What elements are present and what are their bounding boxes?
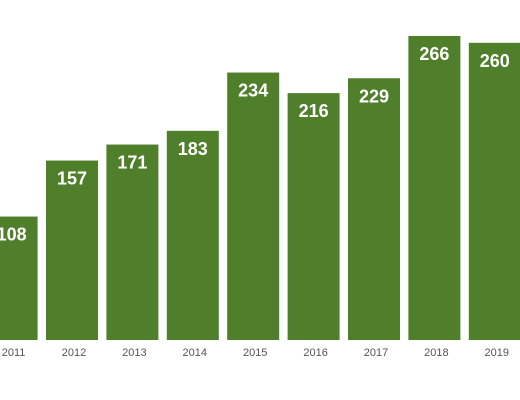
bar bbox=[166, 130, 219, 340]
data-label: 216 bbox=[299, 101, 329, 121]
x-tick-label: 2017 bbox=[364, 347, 388, 359]
x-tick-label: 2012 bbox=[62, 347, 86, 359]
data-label: 183 bbox=[178, 139, 208, 159]
data-label: 229 bbox=[359, 86, 389, 106]
bar bbox=[106, 144, 159, 340]
bar bbox=[348, 78, 400, 341]
bar bbox=[468, 42, 520, 340]
x-tick-label: 2011 bbox=[2, 347, 26, 359]
bar bbox=[0, 216, 38, 340]
x-tick-label: 2015 bbox=[243, 347, 267, 359]
bar bbox=[287, 93, 340, 340]
data-label: 157 bbox=[57, 169, 87, 189]
x-tick-label: 2016 bbox=[303, 347, 327, 359]
data-label: 234 bbox=[238, 81, 268, 101]
bar bbox=[408, 35, 461, 340]
data-label: 266 bbox=[419, 44, 449, 64]
x-tick-label: 2019 bbox=[485, 347, 509, 359]
x-tick-label: 2014 bbox=[183, 347, 207, 359]
bar bbox=[227, 72, 280, 341]
data-label: 108 bbox=[0, 225, 27, 245]
bar bbox=[46, 160, 98, 340]
data-label: 171 bbox=[117, 153, 147, 173]
x-tick-label: 2013 bbox=[122, 347, 146, 359]
x-tick-label: 2018 bbox=[424, 347, 448, 359]
data-label: 260 bbox=[480, 51, 510, 71]
